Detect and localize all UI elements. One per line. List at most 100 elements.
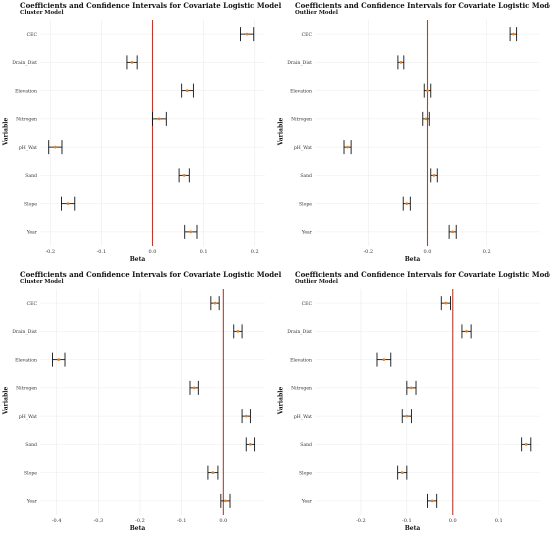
x-tick-label: -0.2 xyxy=(356,518,366,524)
estimate-point xyxy=(400,471,404,475)
forest-plot-svg: -0.4 -0.3 -0.2 -0.1 0.0 CEC Drain_Dist Elevatio… xyxy=(12,289,265,524)
y-tick-label: Elevation xyxy=(290,88,312,94)
plot-area xyxy=(40,289,265,515)
x-axis-label: Beta xyxy=(129,525,146,532)
x-tick-label: 0.0 xyxy=(424,249,432,255)
y-tick-label: Elevation xyxy=(290,357,312,363)
y-tick-label: Sand xyxy=(300,173,312,179)
estimate-point xyxy=(426,89,429,93)
x-tick-label: 0.1 xyxy=(200,249,208,255)
x-tick-label: -0.1 xyxy=(177,518,187,524)
plot-area xyxy=(315,289,540,515)
estimate-point xyxy=(224,499,227,503)
estimate-point xyxy=(185,89,189,93)
y-tick-label: Slope xyxy=(24,201,37,207)
y-tick-label: CEC xyxy=(302,32,313,38)
chart-panel-outlier-1: Coefficients and Confidence Intervals fo… xyxy=(275,0,550,268)
estimate-point xyxy=(405,202,409,206)
estimate-point xyxy=(346,145,349,149)
x-tick-label: -0.3 xyxy=(94,518,104,524)
estimate-point xyxy=(424,117,428,121)
estimate-point xyxy=(524,442,528,446)
forest-plot-svg: -0.2 -0.1 0.0 0.1 0.2 CEC Drain_Dist Elevation N… xyxy=(12,20,265,255)
x-tick-label: -0.2 xyxy=(363,249,373,255)
x-tick-label: 0.2 xyxy=(251,249,259,255)
estimate-point xyxy=(53,145,57,149)
estimate-point xyxy=(249,442,252,446)
forest-plot-svg: -0.2 -0.1 0.0 0.1 CEC Drain_Dist Elevation Nitr… xyxy=(287,289,540,524)
estimate-point xyxy=(432,173,436,177)
y-tick-label: CEC xyxy=(27,32,38,38)
estimate-point xyxy=(213,301,217,305)
estimate-point xyxy=(236,329,240,333)
estimate-point xyxy=(511,32,515,36)
y-tick-label: Nitrogen xyxy=(291,386,312,392)
x-tick-label: 0.0 xyxy=(219,518,227,524)
y-tick-label: pH_Wat xyxy=(294,414,312,420)
x-tick-label: 0.0 xyxy=(449,518,457,524)
estimate-point xyxy=(66,202,70,206)
y-tick-label: Drain_Dist xyxy=(287,329,312,335)
chart-title: Coefficients and Confidence Intervals fo… xyxy=(20,1,282,10)
y-tick-label: Nitrogen xyxy=(16,117,37,123)
y-tick-label: Year xyxy=(26,230,38,236)
estimate-point xyxy=(405,414,409,418)
y-tick-label: CEC xyxy=(302,301,313,307)
estimate-point xyxy=(211,471,215,475)
y-tick-label: Nitrogen xyxy=(291,117,312,123)
y-tick-label: pH_Wat xyxy=(19,414,37,420)
y-tick-label: Sand xyxy=(25,173,37,179)
x-axis-label: Beta xyxy=(129,256,146,263)
x-tick-label: -0.2 xyxy=(135,518,145,524)
chart-title: Coefficients and Confidence Intervals fo… xyxy=(20,270,282,279)
chart-title: Coefficients and Confidence Intervals fo… xyxy=(295,270,550,279)
chart-subtitle: Cluster Model xyxy=(20,10,64,16)
estimate-point xyxy=(130,60,134,64)
estimate-point xyxy=(382,358,386,362)
y-tick-label: Drain_Dist xyxy=(287,60,312,66)
x-tick-label: -0.4 xyxy=(52,518,62,524)
y-tick-label: pH_Wat xyxy=(294,145,312,151)
y-tick-label: Year xyxy=(301,230,313,236)
estimate-point xyxy=(410,386,413,390)
chart-panel-outlier-2: Coefficients and Confidence Intervals fo… xyxy=(275,269,550,537)
x-tick-label: 0.1 xyxy=(495,518,503,524)
y-tick-label: Drain_Dist xyxy=(12,329,37,335)
y-tick-label: pH_Wat xyxy=(19,145,37,151)
y-tick-label: Slope xyxy=(24,470,37,476)
chart-panel-cluster-1: Coefficients and Confidence Intervals fo… xyxy=(0,0,282,268)
y-tick-label: Elevation xyxy=(15,88,37,94)
x-tick-label: -0.1 xyxy=(402,518,412,524)
estimate-point xyxy=(465,329,468,333)
y-tick-label: Sand xyxy=(25,442,37,448)
estimate-point xyxy=(192,386,196,390)
y-tick-label: Nitrogen xyxy=(16,386,37,392)
y-tick-label: Sand xyxy=(300,442,312,448)
y-tick-label: Slope xyxy=(299,470,312,476)
y-tick-label: Year xyxy=(26,499,38,505)
estimate-point xyxy=(399,60,403,64)
estimate-point xyxy=(244,414,248,418)
estimate-point xyxy=(444,301,448,305)
chart-subtitle: Outlier Model xyxy=(295,10,339,16)
x-tick-label: -0.1 xyxy=(97,249,107,255)
estimate-point xyxy=(57,358,61,362)
x-tick-label: 0.0 xyxy=(149,249,157,255)
x-tick-label: 0.2 xyxy=(483,249,491,255)
x-axis-label: Beta xyxy=(404,525,421,532)
y-tick-label: Elevation xyxy=(15,357,37,363)
y-tick-label: Slope xyxy=(299,201,312,207)
chart-panel-cluster-2: Coefficients and Confidence Intervals fo… xyxy=(0,269,282,537)
y-tick-label: Year xyxy=(301,499,313,505)
x-tick-label: -0.2 xyxy=(45,249,55,255)
estimate-point xyxy=(451,230,455,234)
estimate-point xyxy=(157,117,161,121)
estimate-point xyxy=(245,32,249,36)
x-axis-label: Beta xyxy=(404,256,421,263)
chart-title: Coefficients and Confidence Intervals fo… xyxy=(295,1,550,10)
y-tick-label: Drain_Dist xyxy=(12,60,37,66)
chart-subtitle: Cluster Model xyxy=(20,279,64,285)
estimate-point xyxy=(189,230,193,234)
forest-plot-svg: -0.2 0.0 0.2 CEC Drain_Dist Elevation Nitrogen… xyxy=(287,20,540,255)
